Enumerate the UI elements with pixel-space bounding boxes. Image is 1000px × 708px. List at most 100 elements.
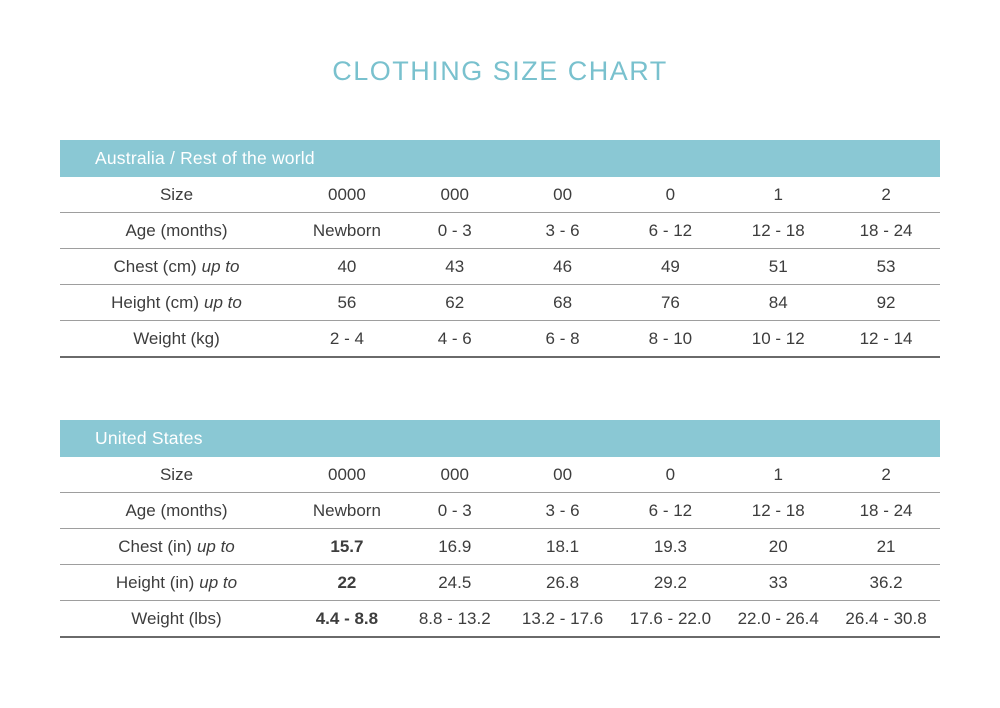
cell-value: 4 - 6 (437, 328, 472, 348)
cell-value: 53 (876, 256, 896, 276)
table-header-band: Australia / Rest of the world (60, 140, 940, 177)
table-row: Age (months) Newborn 0 - 3 3 - 6 6 - 12 12 - … (60, 213, 940, 249)
cell-value: 22 (337, 572, 357, 592)
cell-value: 62 (445, 292, 465, 312)
table-row: Chest (cm) up to 40 43 46 49 51 53 (60, 249, 940, 285)
cell-value: 18 - 24 (859, 220, 913, 240)
cell-value: 000 (440, 184, 469, 204)
row-label-suffix: up to (204, 292, 242, 312)
cell-value: Newborn (312, 220, 381, 240)
table-header-title: Australia / Rest of the world (95, 148, 315, 168)
cell-value: 6 - 12 (648, 500, 693, 520)
row-label-text: Weight (kg) (133, 328, 220, 348)
row-label-text: Size (159, 464, 194, 484)
cell-value: 20 (768, 536, 788, 556)
row-label-text: Age (months) (125, 500, 228, 520)
cell-value: 0000 (328, 184, 366, 204)
cell-value: 4.4 - 8.8 (315, 608, 379, 628)
table-row: Height (in) up to 22 24.5 26.8 29.2 33 36.2 (60, 565, 940, 601)
row-label-text: Weight (lbs) (131, 608, 222, 628)
cell-value: 18.1 (546, 536, 580, 556)
cell-value: 26.8 (546, 572, 580, 592)
cell-value: 26.4 - 30.8 (845, 608, 927, 628)
row-label-text: Chest (in) (118, 536, 192, 556)
table-row: Size 0000 000 00 0 1 2 (60, 457, 940, 493)
cell-value: 6 - 8 (545, 328, 580, 348)
table-row: Weight (kg) 2 - 4 4 - 6 6 - 8 8 - 10 10 - 12 1… (60, 321, 940, 358)
row-label: Height (cm) up to (60, 293, 293, 313)
row-label-text: Height (cm) (111, 292, 200, 312)
cell-value: 17.6 - 22.0 (629, 608, 712, 628)
cell-value: 15.7 (330, 536, 364, 556)
row-label: Height (in) up to (60, 573, 293, 593)
cell-value: 33 (768, 572, 788, 592)
row-label-text: Height (in) (115, 572, 195, 592)
cell-value: 84 (768, 292, 788, 312)
row-label-text: Age (months) (125, 220, 228, 240)
cell-value: 24.5 (438, 572, 472, 592)
cell-value: 36.2 (869, 572, 903, 592)
cell-value: 1 (773, 184, 783, 204)
cell-value: 2 (881, 464, 891, 484)
size-table-australia: Australia / Rest of the world Size 0000 000… (60, 140, 940, 358)
cell-value: 0 (665, 184, 676, 204)
cell-value: 0000 (328, 464, 366, 484)
cell-value: 13.2 - 17.6 (521, 608, 604, 628)
cell-value: 68 (553, 292, 573, 312)
cell-value: 12 - 18 (751, 220, 805, 240)
row-label-suffix: up to (199, 572, 238, 592)
cell-value: 8.8 - 13.2 (418, 608, 491, 628)
cell-value: 1 (773, 464, 783, 484)
cell-value: 12 - 14 (859, 328, 913, 348)
row-label: Weight (lbs) (60, 609, 293, 629)
cell-value: 0 - 3 (437, 220, 472, 240)
table-row: Height (cm) up to 56 62 68 76 84 92 (60, 285, 940, 321)
cell-value: 3 - 6 (545, 500, 580, 520)
table-header-band: United States (60, 420, 940, 457)
row-label: Age (months) (60, 501, 293, 521)
cell-value: 51 (768, 256, 788, 276)
cell-value: 00 (553, 184, 573, 204)
cell-value: 56 (337, 292, 357, 312)
cell-value: 92 (876, 292, 896, 312)
table-row: Weight (lbs) 4.4 - 8.8 8.8 - 13.2 13.2 - 17… (60, 601, 940, 638)
row-label-text: Size (159, 184, 194, 204)
row-label-suffix: up to (201, 256, 240, 276)
cell-value: 2 (881, 184, 891, 204)
cell-value: 0 (665, 464, 676, 484)
cell-value: 22.0 - 26.4 (737, 608, 819, 628)
table-row: Age (months) Newborn 0 - 3 3 - 6 6 - 12 12 - … (60, 493, 940, 529)
cell-value: 00 (553, 464, 573, 484)
cell-value: 21 (876, 536, 896, 556)
row-label: Age (months) (60, 221, 293, 241)
row-label: Weight (kg) (60, 329, 293, 349)
row-label: Chest (in) up to (60, 537, 293, 557)
row-label-text: Chest (cm) (113, 256, 197, 276)
table-row: Chest (in) up to 15.7 16.9 18.1 19.3 20 21 (60, 529, 940, 565)
cell-value: 0 - 3 (437, 500, 472, 520)
cell-value: 2 - 4 (329, 328, 364, 348)
page-title: CLOTHING SIZE CHART (332, 56, 668, 86)
cell-value: 8 - 10 (648, 328, 693, 348)
cell-value: 6 - 12 (648, 220, 693, 240)
cell-value: 000 (440, 464, 469, 484)
table-row: Size 0000 000 00 0 1 2 (60, 177, 940, 213)
size-table-united-states: United States Size 0000 000 00 0 1 2 Age (months… (60, 420, 940, 638)
cell-value: 43 (445, 256, 465, 276)
row-label: Size (60, 465, 293, 485)
cell-value: 76 (660, 292, 680, 312)
cell-value: 16.9 (438, 536, 472, 556)
cell-value: Newborn (312, 500, 381, 520)
cell-value: 10 - 12 (751, 328, 805, 348)
row-label-suffix: up to (196, 536, 235, 556)
cell-value: 29.2 (653, 572, 687, 592)
cell-value: 49 (660, 256, 680, 276)
cell-value: 12 - 18 (751, 500, 805, 520)
cell-value: 19.3 (653, 536, 687, 556)
table-header-title: United States (95, 428, 203, 448)
row-label: Size (60, 185, 293, 205)
cell-value: 3 - 6 (545, 220, 580, 240)
cell-value: 46 (553, 256, 573, 276)
row-label: Chest (cm) up to (60, 257, 293, 277)
